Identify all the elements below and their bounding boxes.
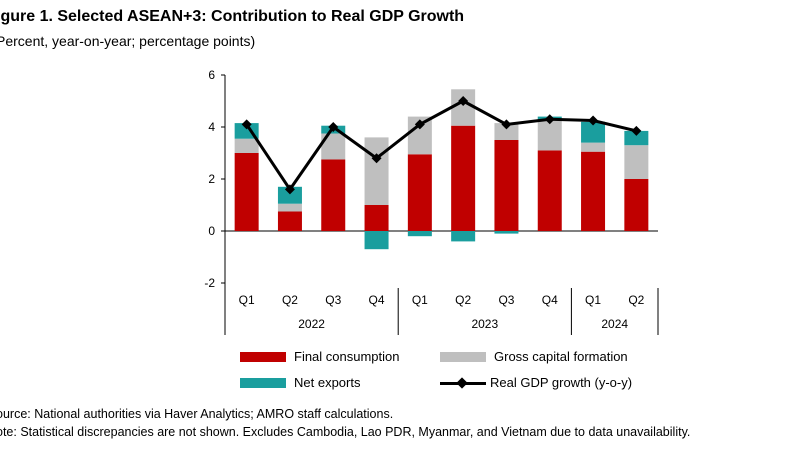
y-tick-label: 4: [208, 120, 215, 134]
bar-gross-capital-formation: [277, 203, 302, 212]
bar-net-exports: [451, 231, 476, 242]
legend-swatch-final-consumption: [240, 351, 286, 362]
bar-net-exports: [581, 121, 606, 143]
x-group-label: 2024: [601, 317, 628, 331]
bar-final-consumption: [624, 179, 649, 231]
x-tick-label: Q4: [542, 293, 558, 307]
bar-final-consumption: [277, 211, 302, 231]
legend-label-final-consumption: Final consumption: [294, 349, 400, 364]
bar-net-exports: [364, 231, 389, 250]
figure-subtitle: Percent, year-on-year; percentage points…: [0, 33, 256, 49]
y-tick-label: -2: [204, 276, 215, 290]
x-group-label: 2022: [298, 317, 325, 331]
point-real-gdp-growth: [631, 125, 642, 136]
footnote: ote: Statistical discrepancies are not s…: [0, 425, 691, 439]
source-note: ource: National authorities via Haver An…: [0, 407, 394, 421]
bar-gross-capital-formation: [364, 137, 389, 205]
x-tick-label: Q2: [628, 293, 644, 307]
x-tick-label: Q3: [498, 293, 514, 307]
legend-swatch-gross-capital-formation: [440, 351, 486, 362]
point-real-gdp-growth: [414, 119, 425, 130]
bar-net-exports: [494, 231, 519, 234]
x-tick-label: Q1: [239, 293, 255, 307]
figure-title: igure 1. Selected ASEAN+3: Contribution …: [0, 8, 465, 25]
bar-gross-capital-formation: [581, 142, 606, 152]
point-real-gdp-growth: [501, 119, 512, 130]
x-tick-label: Q2: [282, 293, 298, 307]
y-tick-label: 0: [208, 224, 215, 238]
x-tick-label: Q1: [412, 293, 428, 307]
line-real-gdp-growth: [245, 99, 637, 193]
chart-legend: Final consumption Gross capital formatio…: [240, 345, 660, 395]
legend-label-net-exports: Net exports: [294, 375, 361, 390]
bar-final-consumption: [364, 205, 389, 231]
bar-net-exports: [277, 186, 302, 204]
point-real-gdp-growth: [544, 114, 555, 125]
x-tick-label: Q3: [325, 293, 341, 307]
point-real-gdp-growth: [458, 96, 469, 106]
bar-net-exports: [624, 130, 649, 146]
bar-gross-capital-formation: [537, 120, 562, 151]
legend-item-gross-capital-formation: Gross capital formation: [440, 349, 628, 364]
point-real-gdp-growth: [328, 122, 339, 132]
bar-final-consumption: [494, 140, 519, 231]
x-tick-label: Q1: [585, 293, 601, 307]
legend-swatch-real-gdp-growth: [440, 376, 486, 389]
x-tick-label: Q4: [369, 293, 385, 307]
bar-final-consumption: [407, 154, 432, 231]
x-tick-label: Q2: [455, 293, 471, 307]
x-group-label: 2023: [471, 317, 498, 331]
legend-item-real-gdp-growth: Real GDP growth (y-o-y): [440, 375, 632, 390]
legend-label-gross-capital-formation: Gross capital formation: [494, 349, 628, 364]
bar-final-consumption: [581, 151, 606, 231]
point-real-gdp-growth: [241, 119, 252, 130]
bar-gross-capital-formation: [494, 123, 519, 140]
bar-final-consumption: [234, 153, 259, 231]
legend-item-final-consumption: Final consumption: [240, 349, 400, 364]
bar-gross-capital-formation: [451, 89, 476, 126]
bar-net-exports: [407, 231, 432, 237]
legend-label-real-gdp-growth: Real GDP growth (y-o-y): [490, 375, 633, 390]
y-tick-label: 6: [208, 68, 215, 82]
point-real-gdp-growth: [371, 153, 382, 164]
point-real-gdp-growth: [588, 115, 599, 126]
bar-gross-capital-formation: [624, 145, 649, 179]
bar-final-consumption: [537, 150, 562, 231]
point-real-gdp-growth: [284, 184, 295, 195]
bar-final-consumption: [321, 159, 346, 231]
y-tick-label: 2: [208, 172, 215, 186]
legend-swatch-net-exports: [240, 377, 286, 388]
bar-final-consumption: [451, 125, 476, 231]
legend-item-net-exports: Net exports: [240, 375, 360, 390]
bar-gross-capital-formation: [234, 138, 259, 153]
